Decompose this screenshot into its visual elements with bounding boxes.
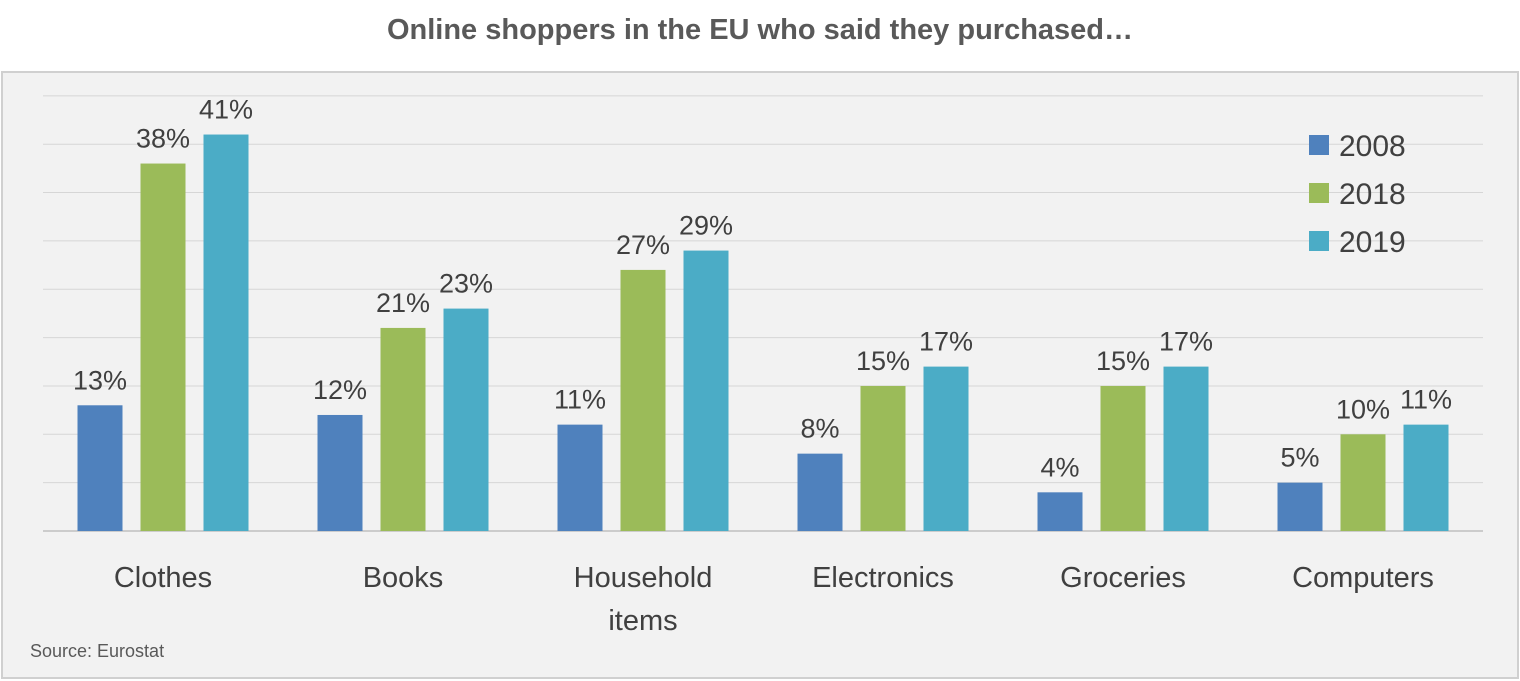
category-label: items: [608, 605, 677, 637]
bar-2018: [1340, 434, 1386, 531]
bars: [77, 134, 1449, 531]
data-label: 11%: [554, 385, 606, 415]
bar-2008: [557, 424, 603, 531]
chart-area: 13% 38% 41% 12% 21% 23% 11% 27% 29% 8% 15% 17% 4% 15%…: [1, 71, 1519, 679]
bar-2018: [860, 385, 906, 531]
legend-swatch: [1309, 135, 1329, 155]
bar-2019: [923, 366, 969, 531]
data-label: 41%: [199, 95, 253, 125]
legend-label: 2008: [1339, 130, 1406, 163]
legend-label: 2019: [1339, 226, 1406, 259]
chart-title: Online shoppers in the EU who said they …: [386, 14, 1134, 46]
gridlines: [43, 95, 1483, 532]
legend-swatch: [1309, 231, 1329, 251]
data-label: 4%: [1040, 452, 1079, 482]
bar-2019: [203, 134, 249, 531]
data-label: 17%: [919, 327, 973, 357]
bar-2008: [1037, 492, 1083, 531]
data-label: 8%: [800, 414, 839, 444]
bar-2018: [620, 269, 666, 531]
source-note: Source: Eurostat: [30, 641, 165, 661]
data-label: 12%: [313, 375, 367, 405]
bar-chart: 13% 38% 41% 12% 21% 23% 11% 27% 29% 8% 15% 17% 4% 15%…: [43, 95, 1483, 637]
category-label: Books: [363, 562, 444, 594]
data-label: 27%: [616, 230, 670, 260]
category-label: Electronics: [812, 562, 954, 594]
data-label: 23%: [439, 269, 493, 299]
data-label: 38%: [136, 124, 190, 154]
bar-2018: [1100, 385, 1146, 531]
data-label: 5%: [1280, 443, 1319, 473]
data-labels: 13% 38% 41% 12% 21% 23% 11% 27% 29% 8% 15% 17% 4% 15%…: [73, 95, 1452, 483]
data-label: 17%: [1159, 327, 1213, 357]
data-label: 21%: [376, 288, 430, 318]
bar-2018: [380, 327, 426, 531]
category-label: Household: [574, 562, 713, 594]
data-label: 13%: [73, 365, 127, 395]
data-label: 10%: [1336, 394, 1390, 424]
legend-label: 2018: [1339, 178, 1406, 211]
bar-2008: [77, 405, 123, 531]
data-label: 11%: [1400, 385, 1452, 415]
category-label: Groceries: [1060, 562, 1186, 594]
bar-2019: [1163, 366, 1209, 531]
data-label: 15%: [1096, 346, 1150, 376]
bar-2008: [1277, 482, 1323, 531]
category-labels: Clothes Books Household items Electronics Gro…: [114, 562, 1434, 637]
bar-2008: [797, 453, 843, 531]
data-label: 29%: [679, 211, 733, 241]
legend: 2008 2018 2019: [1309, 130, 1406, 259]
category-label: Clothes: [114, 562, 212, 594]
category-label: Computers: [1292, 562, 1434, 594]
bar-2019: [1403, 424, 1449, 531]
data-label: 15%: [856, 346, 910, 376]
bar-2019: [683, 250, 729, 531]
legend-swatch: [1309, 183, 1329, 203]
bar-2018: [140, 163, 186, 531]
bar-2019: [443, 308, 489, 531]
bar-2008: [317, 414, 363, 531]
